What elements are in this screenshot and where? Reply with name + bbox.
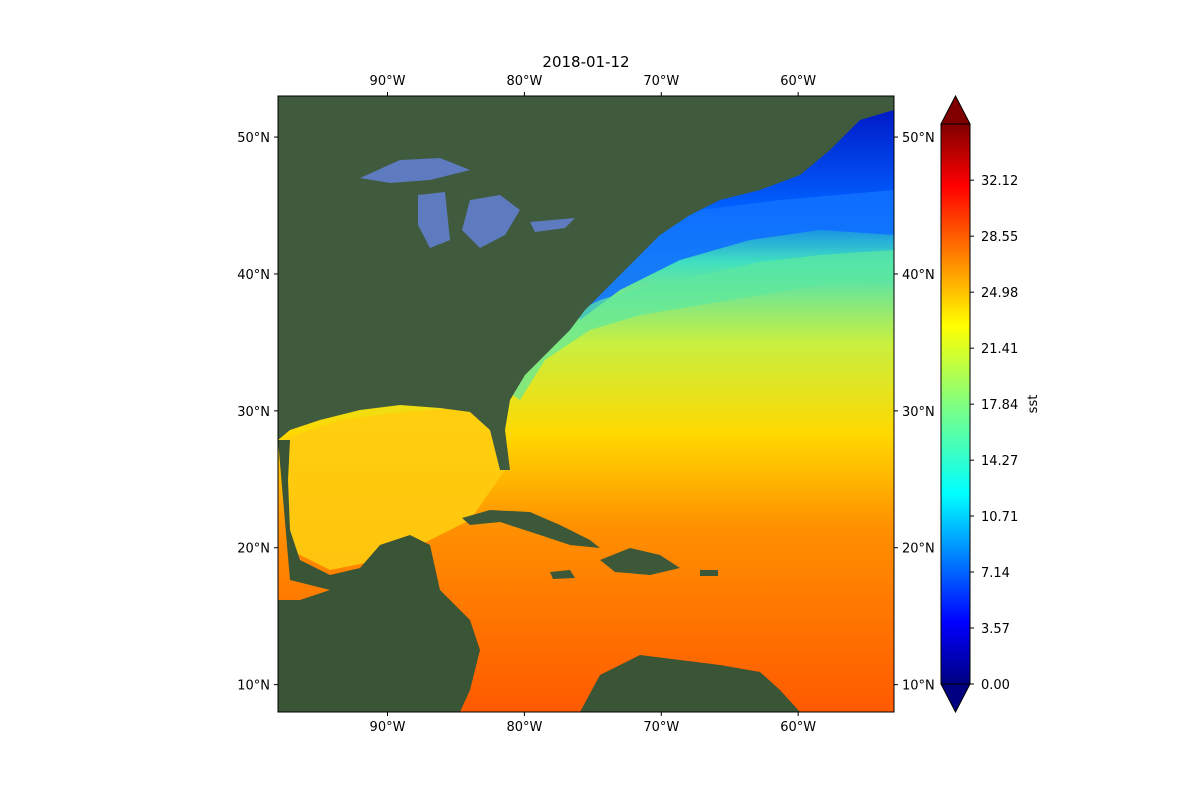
great-lakes [360,158,575,248]
colorbar-label: sst [1026,395,1041,414]
lon-tick-label-bottom: 70°W [643,720,679,735]
lat-tick-label-left: 10°N [237,679,270,694]
map-title: 2018-01-12 [542,53,629,71]
colorbar-ticks: 0.00 3.57 7.14 10.71 14.27 17.84 21.41 24.98 28.… [970,174,1018,693]
gulf-stream-band [505,250,894,400]
land-hispaniola [600,548,680,575]
colorbar-tick-label: 0.00 [981,678,1010,693]
land-puerto-rico [700,570,718,576]
colorbar-tick-label: 7.14 [981,566,1010,581]
colorbar-tick-label: 32.12 [981,174,1018,189]
lat-tick-label-left: 40°N [237,268,270,283]
lon-tick-label-top: 60°W [780,74,816,89]
colorbar-tick-label: 10.71 [981,510,1018,525]
lon-tick-label-top: 90°W [370,74,406,89]
lon-tick-label-top: 80°W [506,74,542,89]
colorbar: 0.00 3.57 7.14 10.71 14.27 17.84 21.41 24.98 28.… [940,94,1041,714]
lat-tick-label-right: 10°N [902,679,935,694]
cold-shelf-sst [570,190,894,320]
lat-tick-label-left: 30°N [237,405,270,420]
land-mexico [278,440,480,712]
colorbar-tick-label: 24.98 [981,286,1018,301]
land-cuba [462,510,600,548]
colorbar-extend-top [940,94,971,125]
colorbar-tick-label: 14.27 [981,454,1018,469]
longitude-ticks: 90°W 90°W 80°W 80°W 70°W 70°W 60°W 60°W [370,74,817,735]
latitude-ticks: 10°N 10°N 20°N 20°N 30°N 30°N 40°N 40°N 50°N 50°N [237,131,935,694]
map-plot-area [278,96,894,712]
lat-tick-label-right: 30°N [902,405,935,420]
lat-tick-label-right: 20°N [902,542,935,557]
lon-tick-label-bottom: 90°W [370,720,406,735]
colorbar-tick-label: 21.41 [981,342,1018,357]
lat-tick-label-left: 50°N [237,131,270,146]
lat-tick-label-right: 40°N [902,268,935,283]
land-south-america [580,655,800,712]
lon-tick-label-bottom: 60°W [780,720,816,735]
colorbar-tick-label: 28.55 [981,230,1018,245]
land-jamaica [550,570,575,579]
lon-tick-label-bottom: 80°W [506,720,542,735]
map-frame [277,95,895,713]
land-north-america [278,96,894,470]
lat-tick-label-right: 50°N [902,131,935,146]
colorbar-body [941,124,970,684]
lon-tick-label-top: 70°W [643,74,679,89]
lat-tick-label-left: 20°N [237,542,270,557]
colorbar-tick-label: 3.57 [981,622,1010,637]
colorbar-extend-bottom [940,683,971,714]
gulf-of-mexico-sst [286,408,505,570]
colorbar-tick-label: 17.84 [981,398,1018,413]
